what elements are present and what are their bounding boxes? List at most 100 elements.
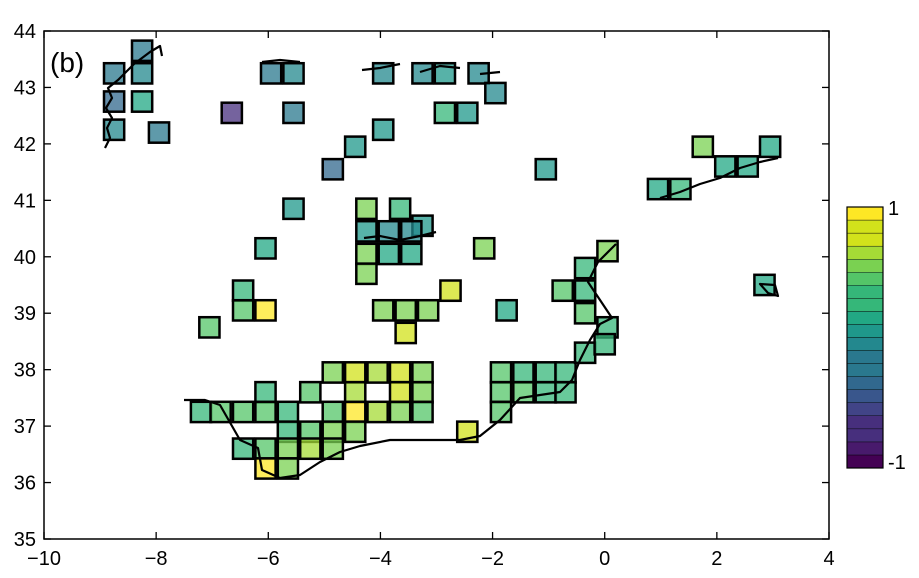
grid-cell xyxy=(276,457,300,480)
colorbar-band xyxy=(846,441,884,456)
grid-cell xyxy=(343,380,367,404)
coastline-south xyxy=(184,243,617,480)
grid-cell xyxy=(282,197,305,221)
grid-cell xyxy=(388,380,412,404)
grid-cell xyxy=(276,400,300,424)
grid-cell xyxy=(489,380,513,404)
y-tick-label: 40 xyxy=(14,247,36,269)
grid-cells-layer xyxy=(102,39,782,480)
grid-cell xyxy=(321,400,345,424)
colorbar-band xyxy=(846,219,884,234)
grid-cell xyxy=(102,90,126,113)
grid-cell xyxy=(495,298,518,322)
grid-cell xyxy=(472,236,496,260)
grid-cell xyxy=(189,400,213,424)
grid-cell xyxy=(512,380,535,404)
grid-cell xyxy=(489,400,513,424)
grid-cell xyxy=(254,236,277,260)
grid-cell xyxy=(377,242,401,266)
colorbar-band xyxy=(846,272,884,286)
colorbar-min-label: -1 xyxy=(888,452,906,474)
grid-cell xyxy=(231,298,255,322)
x-tick-label: 4 xyxy=(823,548,834,570)
grid-cell xyxy=(489,361,513,384)
grid-cell xyxy=(388,361,412,384)
coastline-northwest xyxy=(104,44,164,149)
grid-cell xyxy=(355,197,378,221)
grid-cell xyxy=(713,155,737,178)
grid-cell xyxy=(416,298,440,322)
colorbar-band xyxy=(846,454,884,469)
x-tick-label: −6 xyxy=(257,548,280,570)
grid-cell xyxy=(455,101,479,125)
grid-cell xyxy=(484,81,507,105)
grid-cell xyxy=(394,298,418,322)
grid-cell xyxy=(231,279,255,303)
colorbar-frame xyxy=(846,206,884,469)
grid-cell xyxy=(355,262,378,286)
colorbar-band xyxy=(846,350,884,364)
colorbar-band xyxy=(846,298,884,312)
grid-cell xyxy=(298,380,322,404)
grid-cell xyxy=(411,400,434,424)
grid-cell xyxy=(366,400,389,424)
colorbar-band xyxy=(846,376,884,390)
colorbar-band xyxy=(846,415,884,430)
grid-cell xyxy=(411,61,434,85)
grid-cell xyxy=(433,61,457,85)
grid-cell xyxy=(198,315,221,339)
grid-cell xyxy=(573,279,597,303)
coastline-north xyxy=(261,58,501,76)
x-tick-label: −4 xyxy=(369,548,392,570)
grid-cell xyxy=(298,437,322,461)
y-tick-label: 41 xyxy=(14,190,36,212)
grid-cell xyxy=(411,361,434,384)
grid-cell xyxy=(102,61,126,85)
y-tick-labels: 35 36 37 38 39 40 41 42 43 44 xyxy=(14,21,36,551)
grid-cell xyxy=(220,101,244,125)
y-tick-label: 44 xyxy=(14,21,36,43)
grid-cell xyxy=(130,90,154,113)
grid-cell xyxy=(371,118,395,142)
y-tick-label: 39 xyxy=(14,303,36,325)
grid-cell xyxy=(534,361,558,384)
colorbar-band xyxy=(846,245,884,260)
axes xyxy=(43,30,830,540)
plot-frame xyxy=(43,30,830,540)
grid-cell xyxy=(534,157,558,181)
grid-cell xyxy=(254,380,277,404)
grid-cell xyxy=(394,321,418,345)
y-tick-label: 42 xyxy=(14,134,36,156)
y-tick-label: 35 xyxy=(14,529,36,551)
grid-cell xyxy=(388,400,412,424)
colorbar-band xyxy=(846,337,884,351)
colorbar-band xyxy=(846,402,884,417)
colorbar-band xyxy=(846,232,884,247)
grid-cell xyxy=(276,437,300,461)
grid-cell xyxy=(282,101,305,125)
colorbar-band xyxy=(846,324,884,338)
grid-cell xyxy=(646,177,670,201)
grid-cell xyxy=(366,361,389,384)
grid-cell xyxy=(371,298,395,322)
grid-cell xyxy=(512,361,535,384)
grid-cell xyxy=(411,380,434,404)
y-tick-label: 36 xyxy=(14,473,36,495)
y-tick-label: 37 xyxy=(14,416,36,438)
grid-cell xyxy=(388,197,412,221)
coastline-inland-river xyxy=(363,230,437,242)
grid-cell xyxy=(254,400,277,424)
x-tick-labels: −10 −8 −6 −4 −2 0 2 4 xyxy=(27,548,835,570)
colorbar-max-label: 1 xyxy=(888,198,899,220)
coastline-northeast xyxy=(659,156,779,200)
grid-cell xyxy=(254,298,277,322)
grid-cell xyxy=(343,400,367,424)
grid-cell xyxy=(282,61,305,85)
coastline-island xyxy=(758,282,780,298)
grid-cell xyxy=(343,420,367,444)
grid-cell xyxy=(321,157,345,181)
colorbar-band xyxy=(846,311,884,325)
grid-cell xyxy=(758,135,782,159)
grid-cell xyxy=(551,279,575,303)
